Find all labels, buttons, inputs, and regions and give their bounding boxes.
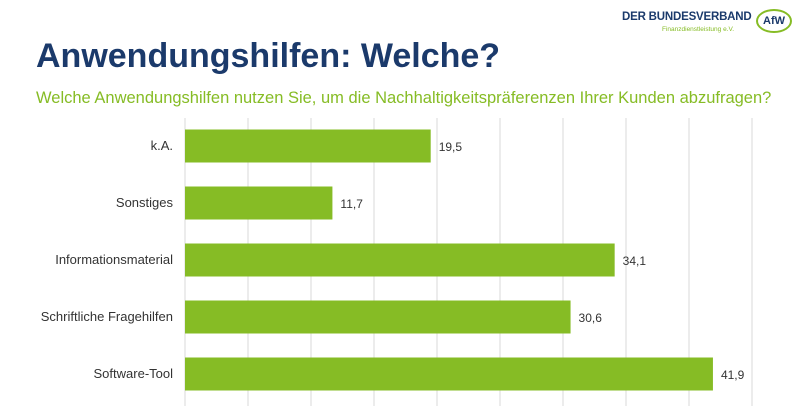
logo-tagline: Finanzdienstleistung e.V. bbox=[662, 26, 735, 33]
category-label: Informationsmaterial bbox=[55, 252, 173, 267]
bar bbox=[185, 300, 571, 334]
data-label: 41,9 bbox=[721, 368, 745, 382]
logo-badge: AfW bbox=[756, 9, 792, 33]
bar bbox=[185, 129, 431, 163]
bar bbox=[185, 243, 615, 277]
category-label: Sonstiges bbox=[116, 195, 174, 210]
logo-name: DER BUNDESVERBAND bbox=[622, 11, 752, 23]
bar bbox=[185, 357, 713, 391]
afw-logo: DER BUNDESVERBAND Finanzdienstleistung e… bbox=[622, 9, 794, 37]
data-label: 30,6 bbox=[579, 311, 603, 325]
chart-title: Welche Anwendungshilfen nutzen Sie, um d… bbox=[36, 89, 772, 107]
data-label: 11,7 bbox=[340, 197, 363, 211]
bar bbox=[185, 186, 333, 220]
data-label: 34,1 bbox=[623, 254, 647, 268]
category-label: k.A. bbox=[151, 138, 173, 153]
data-label: 19,5 bbox=[439, 140, 463, 154]
page-title: Anwendungshilfen: Welche? bbox=[36, 37, 501, 75]
category-label: Schriftliche Fragehilfen bbox=[41, 309, 173, 324]
category-label: Software-Tool bbox=[94, 366, 174, 381]
